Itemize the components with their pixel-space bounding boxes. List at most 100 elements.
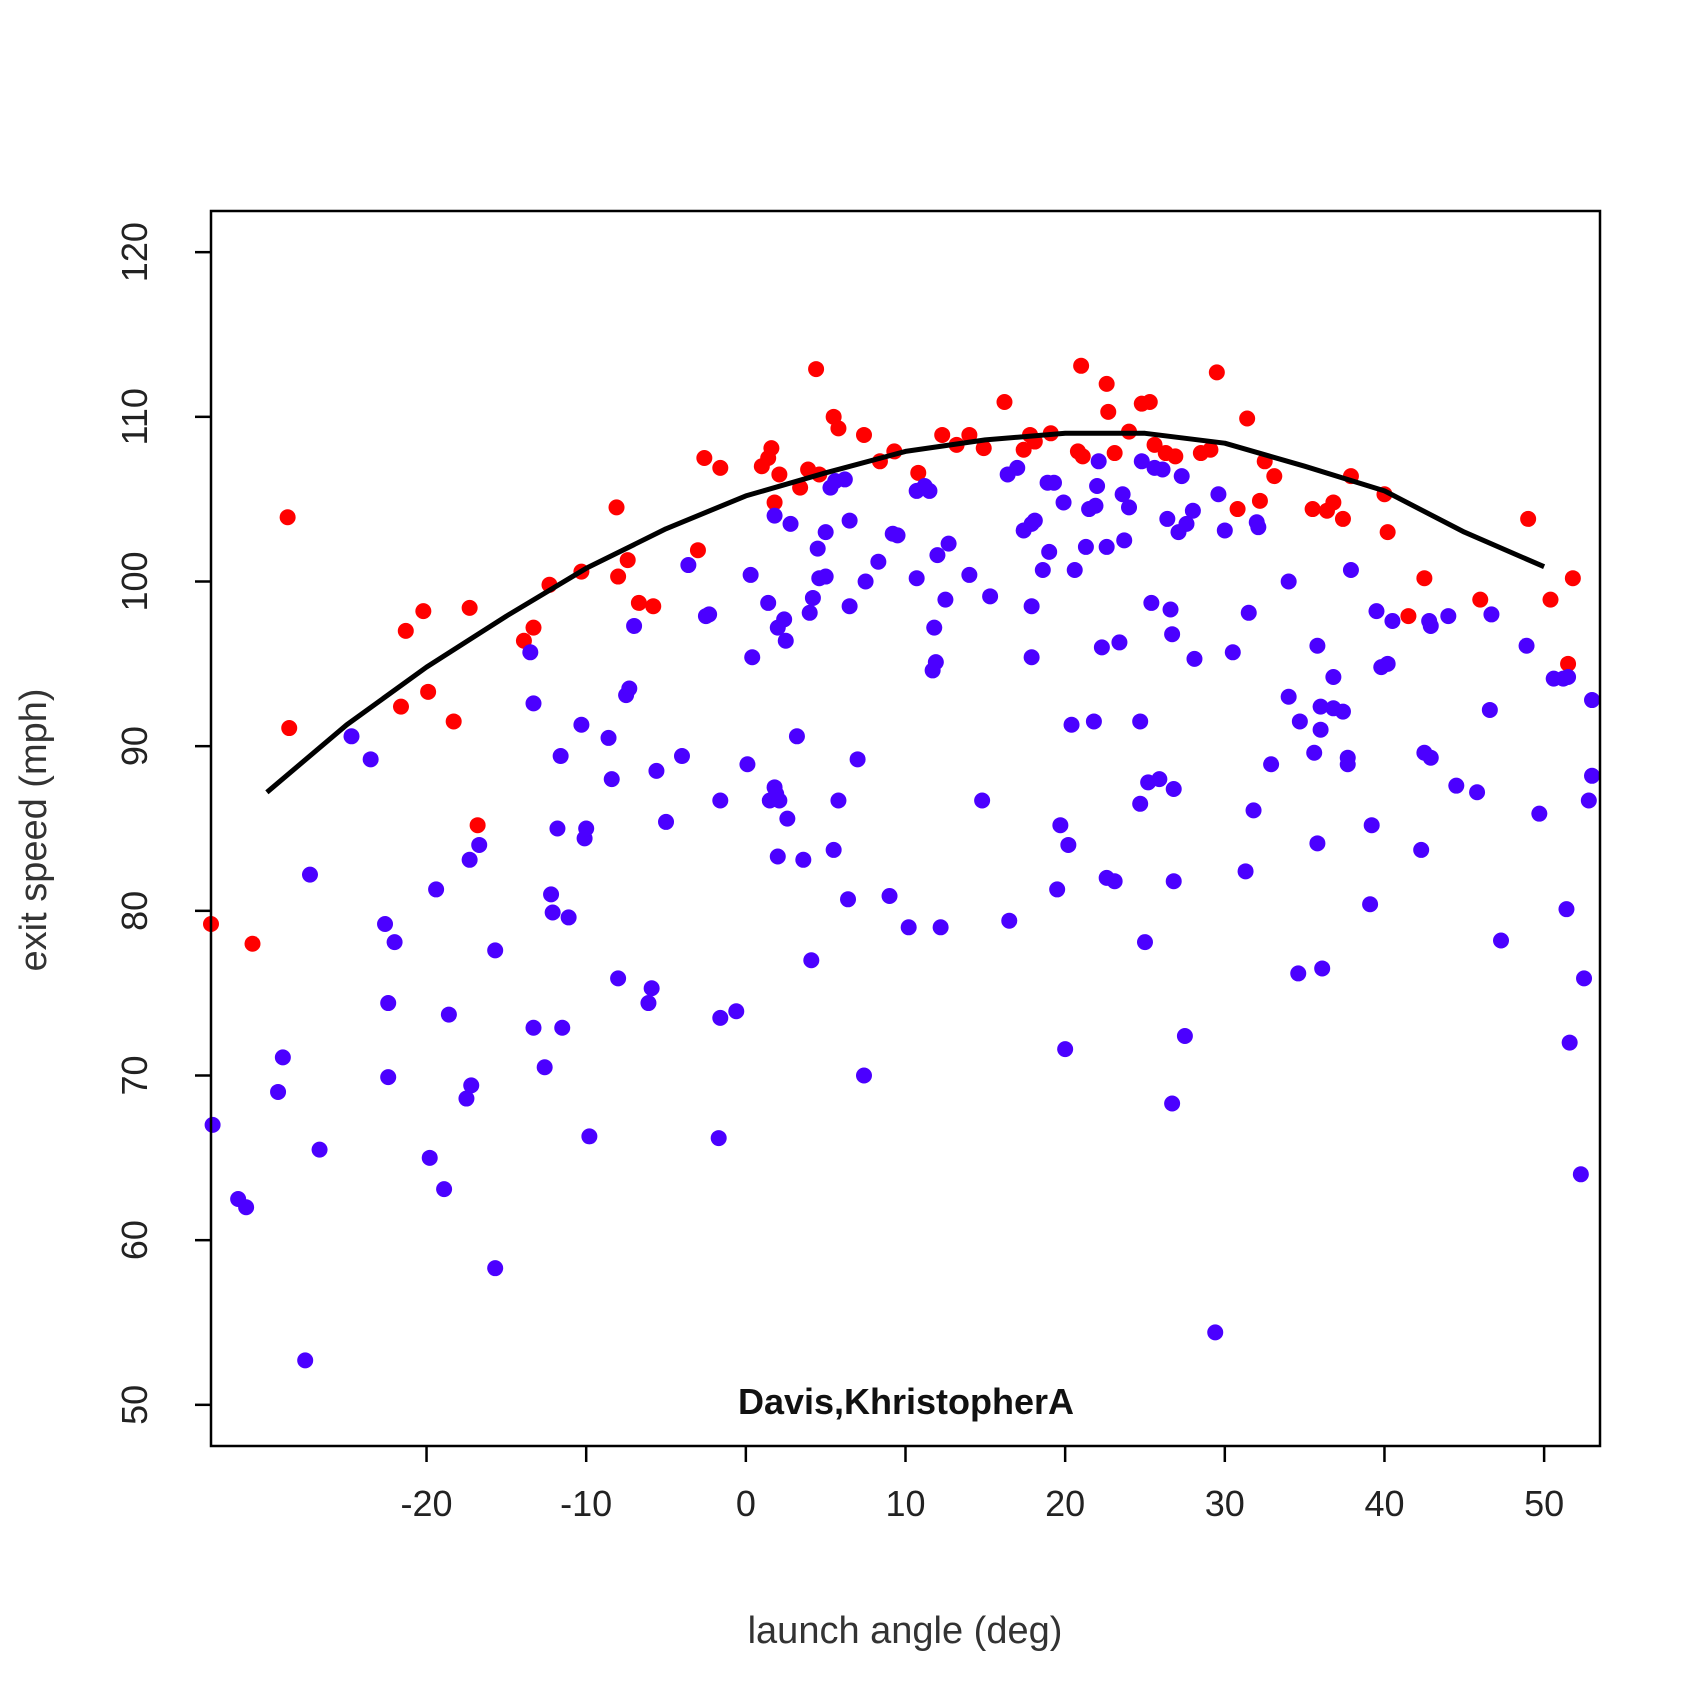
red-data-point <box>1106 445 1123 462</box>
blue-data-point <box>1159 510 1176 527</box>
blue-data-point <box>1165 780 1182 797</box>
blue-data-point <box>544 904 561 921</box>
blue-data-point <box>421 1149 438 1166</box>
blue-data-point <box>900 919 917 936</box>
blue-data-point <box>1132 713 1149 730</box>
blue-data-point <box>712 792 729 809</box>
y-tick-label: 60 <box>114 1220 155 1260</box>
blue-data-point <box>640 995 657 1012</box>
blue-data-point <box>1240 604 1257 621</box>
blue-data-point <box>728 1003 745 1020</box>
blue-data-point <box>610 970 627 987</box>
blue-data-point <box>801 604 818 621</box>
blue-data-point <box>1001 912 1018 929</box>
blue-data-point <box>940 535 957 552</box>
blue-data-point <box>581 1128 598 1145</box>
blue-data-point <box>1379 655 1396 672</box>
red-data-point <box>244 935 261 952</box>
blue-data-point <box>779 810 796 827</box>
points-layer <box>203 357 1601 1369</box>
blue-data-point <box>857 573 874 590</box>
blue-data-point <box>1173 468 1190 485</box>
blue-data-point <box>982 588 999 605</box>
red-data-point <box>1304 501 1321 518</box>
red-data-point <box>934 426 951 443</box>
red-data-point <box>619 552 636 569</box>
blue-data-point <box>744 649 761 666</box>
blue-data-point <box>921 482 938 499</box>
x-tick-label: 20 <box>1045 1483 1085 1524</box>
red-data-point <box>469 817 486 834</box>
plot-frame <box>209 209 1602 1448</box>
blue-data-point <box>1572 1166 1589 1183</box>
blue-data-point <box>1154 461 1171 478</box>
red-data-point <box>771 466 788 483</box>
blue-data-point <box>769 848 786 865</box>
red-data-point <box>1074 448 1091 465</box>
blue-data-point <box>1178 515 1195 532</box>
blue-data-point <box>1422 749 1439 766</box>
blue-data-point <box>803 952 820 969</box>
blue-data-point <box>1162 601 1179 618</box>
red-data-point <box>1073 357 1090 374</box>
blue-data-point <box>440 1006 457 1023</box>
red-data-point <box>1416 570 1433 587</box>
blue-data-point <box>1493 932 1510 949</box>
blue-data-point <box>1087 497 1104 514</box>
blue-data-point <box>600 729 617 746</box>
blue-data-point <box>1055 494 1072 511</box>
red-data-point <box>279 509 296 526</box>
blue-data-point <box>274 1049 291 1066</box>
red-data-point <box>1146 436 1163 453</box>
blue-data-point <box>554 1019 571 1036</box>
blue-data-point <box>840 891 857 908</box>
blue-data-point <box>974 792 991 809</box>
blue-data-point <box>1469 784 1486 801</box>
blue-data-point <box>1339 756 1356 773</box>
red-data-point <box>855 426 872 443</box>
blue-data-point <box>1325 669 1342 686</box>
red-data-point <box>281 720 298 737</box>
blue-data-point <box>1114 486 1131 503</box>
blue-data-point <box>1342 561 1359 578</box>
blue-data-point <box>1280 573 1297 590</box>
blue-data-point <box>436 1181 453 1198</box>
blue-data-point <box>836 471 853 488</box>
red-data-point <box>763 440 780 457</box>
blue-series <box>204 453 1601 1369</box>
blue-data-point <box>1098 538 1115 555</box>
blue-data-point <box>1250 519 1267 536</box>
blue-data-point <box>908 570 925 587</box>
blue-data-point <box>487 1260 504 1277</box>
blue-data-point <box>1041 543 1058 560</box>
blue-data-point <box>1066 561 1083 578</box>
blue-data-point <box>1531 805 1548 822</box>
red-data-point <box>1266 468 1283 485</box>
blue-data-point <box>386 934 403 951</box>
blue-data-point <box>543 886 560 903</box>
blue-data-point <box>788 728 805 745</box>
red-data-point <box>1202 441 1219 458</box>
y-tick-label: 90 <box>114 726 155 766</box>
blue-data-point <box>760 594 777 611</box>
blue-data-point <box>1481 701 1498 718</box>
blue-data-point <box>932 919 949 936</box>
red-data-point <box>445 713 462 730</box>
blue-data-point <box>1440 608 1457 625</box>
blue-data-point <box>1362 896 1379 913</box>
blue-data-point <box>1034 561 1051 578</box>
blue-data-point <box>1580 792 1597 809</box>
red-data-point <box>1239 410 1256 427</box>
red-data-point <box>608 499 625 516</box>
red-data-point <box>1564 570 1581 587</box>
red-data-point <box>961 426 978 443</box>
blue-data-point <box>525 695 542 712</box>
blue-data-point <box>238 1199 255 1216</box>
blue-data-point <box>1263 756 1280 773</box>
y-tick-label: 70 <box>114 1055 155 1095</box>
x-tick-label: -20 <box>401 1483 453 1524</box>
blue-data-point <box>463 1077 480 1094</box>
red-data-point <box>1334 510 1351 527</box>
blue-data-point <box>961 566 978 583</box>
